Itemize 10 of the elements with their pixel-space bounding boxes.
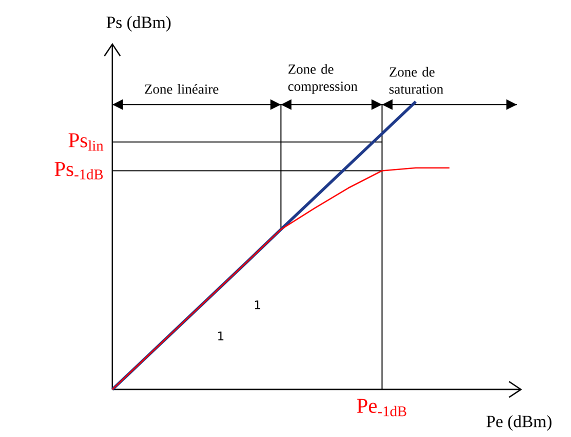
ref-line-label: Ps$_{lin}$	[68, 133, 104, 151]
ref-line-label: Ps$_{-1dB}$	[54, 162, 103, 180]
y-axis-title: Ps (dBm)	[106, 16, 171, 32]
text: Zone de saturation	[389, 66, 444, 94]
annotation: 1	[254, 300, 260, 310]
text: Zone de compression	[288, 64, 358, 94]
annotation: 1	[218, 332, 224, 340]
x-axis-title: Pe (dBm)	[486, 415, 552, 431]
text: Zone linéaire	[144, 84, 218, 94]
text: Pe$_{-1dB}$	[357, 398, 406, 416]
